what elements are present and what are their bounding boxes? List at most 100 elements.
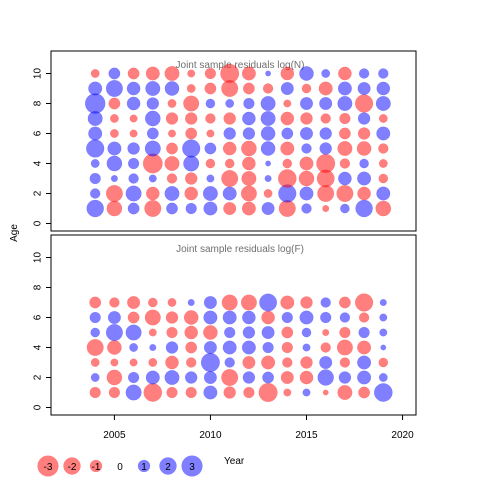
residual-bubble <box>221 368 239 387</box>
residual-bubble <box>184 172 198 185</box>
residual-bubble <box>319 96 333 111</box>
residual-bubble <box>258 382 278 403</box>
residual-bubble <box>206 174 215 183</box>
residual-bubble <box>337 384 353 401</box>
residual-bubble <box>110 174 118 183</box>
residual-bubble <box>242 127 256 140</box>
residual-bubble <box>127 311 140 324</box>
residual-bubble <box>320 297 331 308</box>
residual-bubble <box>125 324 142 341</box>
residual-bubble <box>86 199 104 218</box>
residual-bubble <box>106 155 123 172</box>
residual-bubble <box>225 99 235 108</box>
residual-bubble <box>300 112 313 125</box>
residual-bubble <box>185 127 198 140</box>
residual-bubble <box>144 199 162 218</box>
residual-bubble <box>376 186 391 201</box>
y-tick-label: 2 <box>33 190 44 196</box>
residual-bubble <box>165 341 179 354</box>
residual-bubble <box>202 185 218 202</box>
residual-bubble <box>203 340 217 355</box>
residual-bubble <box>164 155 180 172</box>
residual-bubble <box>164 65 180 82</box>
residual-bubble <box>357 171 372 186</box>
residual-bubble <box>261 325 275 340</box>
residual-bubble <box>184 325 199 340</box>
residual-bubble <box>166 202 178 215</box>
residual-bubble <box>183 95 200 112</box>
residual-bubble <box>301 83 312 94</box>
residual-bubble <box>223 386 236 399</box>
residual-bubble <box>301 143 312 154</box>
residual-bubble <box>185 386 197 399</box>
residual-bubble <box>89 172 101 185</box>
legend-label: 3 <box>189 462 195 473</box>
residual-bubble <box>280 66 295 81</box>
residual-bubble <box>126 96 141 111</box>
residual-bubble <box>105 323 123 342</box>
residual-bubble <box>146 127 159 140</box>
residual-bubble <box>204 67 217 80</box>
residual-bubble <box>282 357 293 368</box>
residual-bubble <box>278 199 296 218</box>
residual-bubble <box>379 328 388 337</box>
legend-bubble <box>181 455 203 477</box>
residual-bubble <box>186 84 196 93</box>
residual-bubble <box>129 129 138 138</box>
residual-bubble <box>90 327 101 338</box>
residual-bubble <box>203 201 218 216</box>
residual-bubble <box>337 95 353 112</box>
residual-bubble <box>260 95 276 112</box>
residual-bubble <box>145 80 161 97</box>
legend-label: -3 <box>44 462 53 473</box>
residual-bubble <box>280 111 295 126</box>
x-tick-label: 2010 <box>199 430 222 441</box>
residual-bubble <box>261 310 275 325</box>
legend-label: 1 <box>141 462 147 473</box>
residual-bubble <box>376 126 391 141</box>
y-tick-label: 0 <box>33 220 44 226</box>
legend: -3 -2 -1 0 1 2 3 <box>37 455 203 477</box>
residual-bubble <box>144 309 161 326</box>
residual-bubble <box>125 185 142 202</box>
residual-bubble <box>241 66 256 81</box>
residual-bubble <box>298 170 315 187</box>
residual-bubble <box>223 127 236 140</box>
legend-bubble <box>63 457 81 475</box>
residual-bubble <box>205 158 216 169</box>
residual-bubble <box>129 358 138 367</box>
x-tick-label: 2015 <box>295 430 318 441</box>
residual-bubble <box>262 371 275 384</box>
residual-bubble <box>281 341 293 354</box>
residual-bubble <box>106 200 123 217</box>
residual-bubble <box>203 370 217 385</box>
residual-bubble <box>338 296 351 309</box>
residual-bubble <box>376 81 391 96</box>
legend-bubble <box>89 459 103 473</box>
residual-bubble <box>89 296 102 309</box>
residual-bubble <box>242 326 256 339</box>
panel-bottom-y-axis: 0 2 4 6 8 10 <box>33 252 51 410</box>
residual-bubble <box>110 358 119 367</box>
residual-bubble <box>166 326 178 339</box>
residual-bubble <box>224 357 235 368</box>
residual-bubble <box>301 203 312 214</box>
residual-bubble <box>319 142 332 155</box>
residual-bubble <box>299 186 314 201</box>
residual-bubble <box>240 185 257 202</box>
legend-bubble <box>137 459 151 473</box>
residual-bubble <box>105 184 123 203</box>
residual-bubble <box>222 186 237 201</box>
residual-bubble <box>166 386 178 399</box>
residual-bubble <box>165 355 179 370</box>
residual-bubble <box>241 140 257 157</box>
residual-bubble <box>84 93 106 114</box>
y-axis-title: Age <box>9 224 20 242</box>
residual-bubble <box>358 386 371 399</box>
residual-bubble <box>265 70 272 77</box>
residual-bubble <box>336 184 354 203</box>
residual-bubble <box>241 170 257 187</box>
residual-bubble <box>260 110 276 127</box>
residual-bubble <box>164 185 180 202</box>
